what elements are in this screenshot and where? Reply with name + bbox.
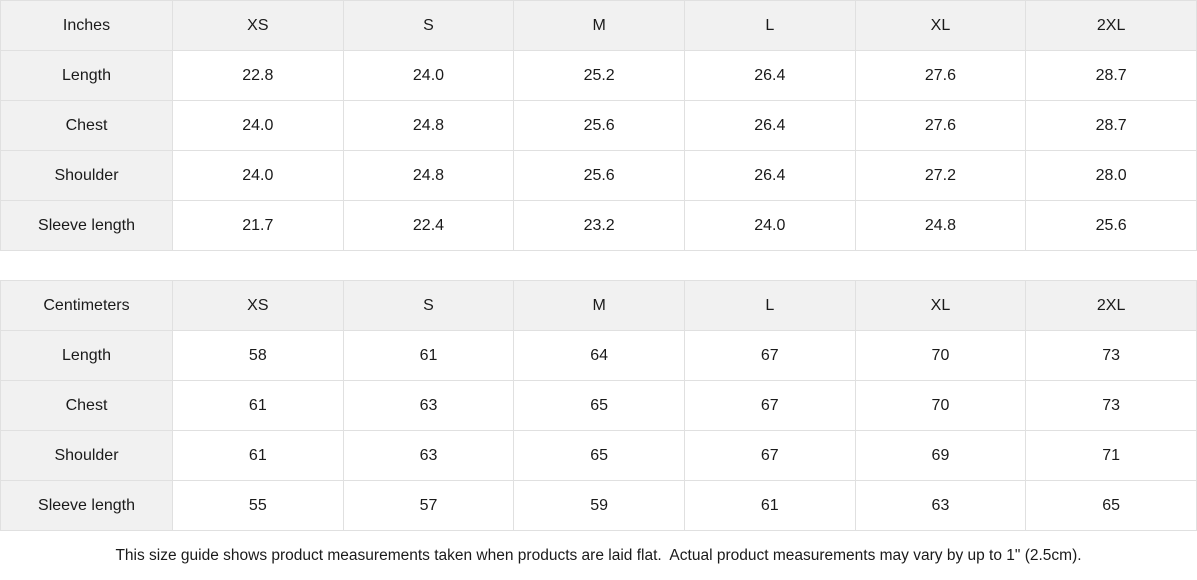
measurement-value-cell: 25.6 [513, 150, 685, 201]
size-header-cell: XS [172, 0, 344, 51]
measurement-value-cell: 69 [854, 430, 1027, 482]
measurement-value-cell: 57 [342, 480, 515, 532]
measurement-value-cell: 63 [854, 480, 1027, 532]
size-header-row: Centimeters XS S M L XL 2XL [0, 280, 1197, 332]
table-gap [0, 251, 1197, 281]
measurement-value-cell: 61 [342, 330, 515, 382]
measurement-label-cell: Chest [0, 380, 173, 432]
measurement-value-cell: 58 [172, 330, 344, 382]
measurement-value-cell: 65 [1025, 480, 1197, 532]
measurement-value-cell: 28.7 [1025, 100, 1197, 151]
measurement-value-cell: 25.6 [513, 100, 685, 151]
measurement-value-cell: 27.6 [854, 50, 1027, 101]
measurement-value-cell: 61 [683, 480, 856, 532]
measurement-row: Chest 61 63 65 67 70 73 [0, 380, 1197, 432]
measurement-value-cell: 25.6 [1025, 200, 1197, 251]
measurement-value-cell: 73 [1025, 380, 1197, 432]
measurement-row: Shoulder 61 63 65 67 69 71 [0, 430, 1197, 482]
measurement-value-cell: 22.8 [172, 50, 344, 101]
measurement-value-cell: 67 [683, 430, 856, 482]
measurement-value-cell: 24.8 [342, 100, 515, 151]
size-header-cell: L [683, 280, 856, 332]
measurement-label-cell: Sleeve length [0, 200, 173, 251]
measurement-row: Sleeve length 55 57 59 61 63 65 [0, 480, 1197, 532]
measurement-value-cell: 24.0 [683, 200, 856, 251]
measurement-value-cell: 64 [513, 330, 685, 382]
measurement-value-cell: 63 [342, 380, 515, 432]
measurement-label-cell: Chest [0, 100, 173, 151]
measurement-value-cell: 71 [1025, 430, 1197, 482]
size-header-cell: S [342, 0, 515, 51]
size-header-cell: M [513, 280, 685, 332]
measurement-label-cell: Shoulder [0, 150, 173, 201]
measurement-row: Chest 24.0 24.8 25.6 26.4 27.6 28.7 [0, 100, 1197, 151]
measurement-value-cell: 65 [513, 430, 685, 482]
size-header-cell: XS [172, 280, 344, 332]
measurement-value-cell: 67 [683, 330, 856, 382]
measurement-value-cell: 67 [683, 380, 856, 432]
measurement-row: Length 22.8 24.0 25.2 26.4 27.6 28.7 [0, 50, 1197, 101]
size-header-cell: XL [854, 0, 1027, 51]
measurement-value-cell: 28.7 [1025, 50, 1197, 101]
measurement-value-cell: 21.7 [172, 200, 344, 251]
measurement-value-cell: 65 [513, 380, 685, 432]
measurement-value-cell: 26.4 [683, 150, 856, 201]
measurement-value-cell: 70 [854, 330, 1027, 382]
measurement-value-cell: 24.8 [342, 150, 515, 201]
size-table-inches: Inches XS S M L XL 2XL Length 22.8 24.0 25.2 26.4 27… [0, 0, 1197, 251]
measurement-value-cell: 73 [1025, 330, 1197, 382]
measurement-label-cell: Length [0, 330, 173, 382]
measurement-row: Length 58 61 64 67 70 73 [0, 330, 1197, 382]
measurement-value-cell: 27.6 [854, 100, 1027, 151]
size-table-centimeters: Centimeters XS S M L XL 2XL Length 58 61 64 67 70 73 C… [0, 280, 1197, 532]
measurement-value-cell: 70 [854, 380, 1027, 432]
size-header-cell: XL [854, 280, 1027, 332]
measurement-value-cell: 23.2 [513, 200, 685, 251]
unit-label-cell: Centimeters [0, 280, 173, 332]
measurement-value-cell: 24.8 [854, 200, 1027, 251]
measurement-value-cell: 24.0 [172, 150, 344, 201]
measurement-value-cell: 61 [172, 430, 344, 482]
measurement-value-cell: 28.0 [1025, 150, 1197, 201]
measurement-value-cell: 27.2 [854, 150, 1027, 201]
measurement-value-cell: 24.0 [342, 50, 515, 101]
measurement-label-cell: Shoulder [0, 430, 173, 482]
measurement-value-cell: 55 [172, 480, 344, 532]
measurement-value-cell: 61 [172, 380, 344, 432]
measurement-row: Shoulder 24.0 24.8 25.6 26.4 27.2 28.0 [0, 150, 1197, 201]
measurement-value-cell: 63 [342, 430, 515, 482]
measurement-value-cell: 59 [513, 480, 685, 532]
measurement-value-cell: 24.0 [172, 100, 344, 151]
measurement-label-cell: Sleeve length [0, 480, 173, 532]
size-header-cell: S [342, 280, 515, 332]
measurement-value-cell: 25.2 [513, 50, 685, 101]
size-guide-note: This size guide shows product measuremen… [0, 531, 1197, 580]
measurement-label-cell: Length [0, 50, 173, 101]
measurement-value-cell: 26.4 [683, 100, 856, 151]
size-header-row: Inches XS S M L XL 2XL [0, 0, 1197, 51]
measurement-value-cell: 26.4 [683, 50, 856, 101]
measurement-value-cell: 22.4 [342, 200, 515, 251]
size-header-cell: L [683, 0, 856, 51]
measurement-row: Sleeve length 21.7 22.4 23.2 24.0 24.8 25.6 [0, 200, 1197, 251]
size-header-cell: 2XL [1025, 280, 1197, 332]
unit-label-cell: Inches [0, 0, 173, 51]
size-header-cell: M [513, 0, 685, 51]
size-header-cell: 2XL [1025, 0, 1197, 51]
